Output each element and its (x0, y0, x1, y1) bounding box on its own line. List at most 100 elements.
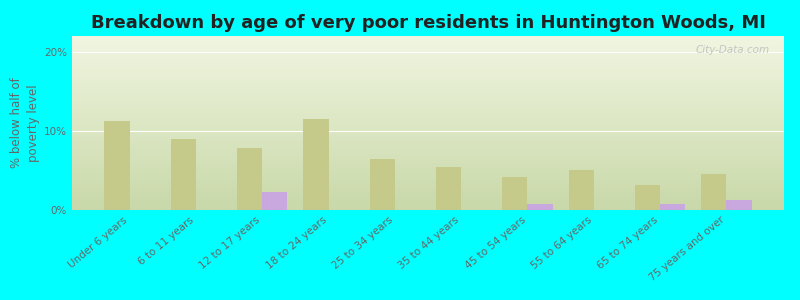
Bar (72, 116, 784, 118)
Bar (72, 177, 784, 179)
Bar (72, 41, 784, 43)
Bar (72, 95, 784, 97)
Bar (569, 170, 594, 210)
Bar (702, 174, 726, 210)
Bar (72, 62, 784, 64)
Bar (635, 185, 660, 210)
Bar (72, 60, 784, 62)
Bar (72, 109, 784, 111)
Bar (72, 106, 784, 107)
Bar (72, 144, 784, 146)
Bar (72, 45, 784, 46)
Bar (72, 118, 784, 119)
Bar (72, 83, 784, 85)
Bar (72, 73, 784, 74)
Bar (72, 168, 784, 170)
Bar (170, 139, 196, 210)
Bar (72, 119, 784, 121)
Bar (72, 175, 784, 177)
Bar (72, 142, 784, 144)
Bar (303, 119, 329, 210)
Bar (237, 148, 262, 210)
Bar (72, 179, 784, 180)
Bar (72, 66, 784, 67)
Bar (72, 186, 784, 188)
Bar (72, 173, 784, 175)
Bar (72, 71, 784, 73)
Bar (72, 100, 784, 102)
Bar (72, 205, 784, 206)
Bar (72, 46, 784, 48)
Bar (72, 93, 784, 95)
Bar (72, 90, 784, 92)
Bar (72, 163, 784, 165)
Bar (72, 58, 784, 60)
Bar (72, 69, 784, 71)
Bar (72, 180, 784, 182)
Bar (72, 97, 784, 99)
Bar (72, 53, 784, 55)
Bar (72, 154, 784, 156)
Bar (72, 86, 784, 88)
Bar (72, 76, 784, 78)
Bar (72, 134, 784, 135)
Bar (72, 50, 784, 52)
Bar (72, 78, 784, 80)
Bar (72, 139, 784, 140)
Bar (72, 102, 784, 104)
Bar (72, 64, 784, 66)
Bar (72, 161, 784, 163)
Bar (660, 204, 686, 210)
Bar (72, 160, 784, 161)
Bar (72, 135, 784, 137)
Bar (72, 191, 784, 193)
Bar (72, 167, 784, 168)
Bar (72, 80, 784, 81)
Bar (72, 36, 784, 38)
Bar (72, 132, 784, 134)
Bar (72, 203, 784, 205)
Bar (72, 170, 784, 172)
Bar (72, 151, 784, 153)
Bar (104, 122, 130, 210)
Bar (72, 52, 784, 53)
Bar (72, 111, 784, 112)
Bar (726, 200, 752, 210)
Bar (72, 196, 784, 198)
Bar (72, 208, 784, 210)
Bar (72, 182, 784, 184)
Bar (72, 43, 784, 45)
Title: Breakdown by age of very poor residents in Huntington Woods, MI: Breakdown by age of very poor residents … (90, 14, 766, 32)
Bar (72, 125, 784, 127)
Bar (72, 127, 784, 128)
Bar (72, 193, 784, 194)
Bar (72, 198, 784, 200)
Bar (72, 165, 784, 167)
Bar (72, 38, 784, 40)
Bar (72, 121, 784, 123)
Bar (72, 112, 784, 114)
Bar (72, 123, 784, 125)
Bar (72, 194, 784, 196)
Bar (72, 81, 784, 83)
Bar (72, 40, 784, 41)
Bar (72, 128, 784, 130)
Bar (72, 137, 784, 139)
Bar (72, 107, 784, 109)
Bar (72, 114, 784, 116)
Bar (436, 167, 461, 210)
Bar (72, 200, 784, 201)
Bar (72, 156, 784, 158)
Bar (72, 130, 784, 132)
Bar (502, 177, 527, 210)
Bar (72, 88, 784, 90)
Bar (72, 146, 784, 147)
Bar (72, 55, 784, 57)
Bar (72, 172, 784, 173)
Bar (72, 147, 784, 149)
Bar (72, 74, 784, 76)
Bar (72, 104, 784, 106)
Bar (72, 48, 784, 50)
Bar (262, 192, 287, 210)
Bar (72, 140, 784, 142)
